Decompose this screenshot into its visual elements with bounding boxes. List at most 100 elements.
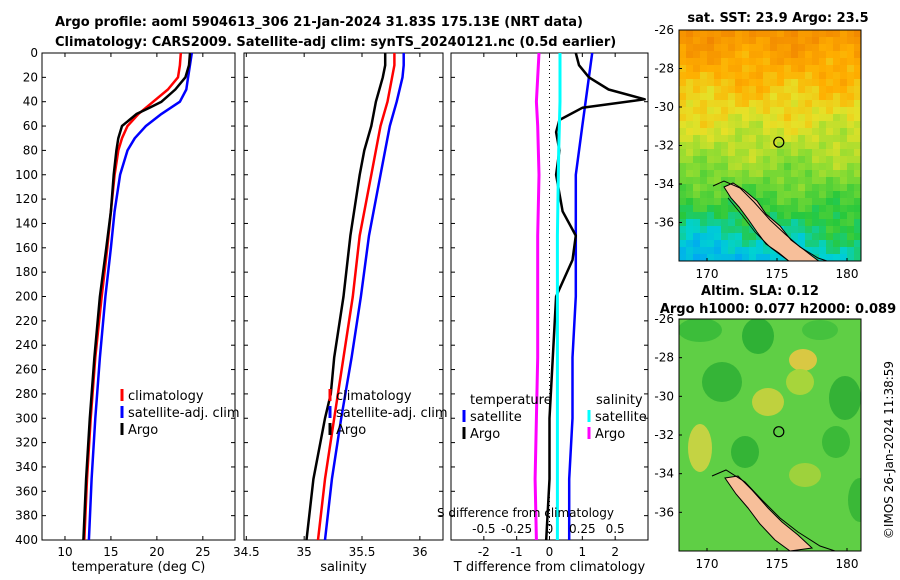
sst-cell	[798, 100, 805, 107]
sst-cell	[700, 58, 707, 65]
sst-cell	[763, 170, 770, 177]
sst-cell	[805, 170, 812, 177]
sst-cell	[714, 184, 721, 191]
sst-cell	[707, 128, 714, 135]
sst-cell	[728, 72, 735, 79]
sst-cell	[735, 156, 742, 163]
sst-cell	[714, 226, 721, 233]
sst-cell	[700, 93, 707, 100]
sst-cell	[714, 86, 721, 93]
sst-cell	[805, 198, 812, 205]
sst-cell	[700, 212, 707, 219]
sst-cell	[742, 72, 749, 79]
sst-cell	[714, 219, 721, 226]
legend-label: Argo	[595, 427, 625, 442]
sst-cell	[854, 65, 861, 72]
sst-cell	[840, 107, 847, 114]
sst-cell	[791, 37, 798, 44]
sst-cell	[819, 191, 826, 198]
sst-cell	[693, 233, 700, 240]
sst-cell	[735, 135, 742, 142]
sst-cell	[728, 44, 735, 51]
sst-cell	[749, 107, 756, 114]
sst-cell	[735, 100, 742, 107]
sst-cell	[749, 254, 756, 261]
sst-cell	[847, 30, 854, 37]
sst-cell	[854, 191, 861, 198]
sst-cell	[777, 184, 784, 191]
sst-cell	[812, 247, 819, 254]
y-tick-label: 120	[15, 192, 38, 206]
sst-cell	[784, 205, 791, 212]
sst-cell	[721, 142, 728, 149]
sst-cell	[812, 205, 819, 212]
sst-cell	[742, 114, 749, 121]
legend-label: Argo	[470, 427, 500, 442]
sst-cell	[840, 219, 847, 226]
sst-cell	[749, 163, 756, 170]
sst-cell	[763, 72, 770, 79]
sst-cell	[854, 44, 861, 51]
sst-cell	[812, 177, 819, 184]
sst-cell	[721, 51, 728, 58]
sst-cell	[840, 79, 847, 86]
legend-label: Argo	[336, 423, 366, 438]
sst-cell	[749, 65, 756, 72]
sst-cell	[826, 79, 833, 86]
sst-cell	[798, 58, 805, 65]
map-y-tick-label: -34	[654, 467, 674, 481]
sst-cell	[714, 128, 721, 135]
sst-cell	[784, 219, 791, 226]
sst-cell	[700, 44, 707, 51]
sst-cell	[777, 86, 784, 93]
sst-cell	[749, 93, 756, 100]
sst-cell	[679, 121, 686, 128]
sst-cell	[833, 51, 840, 58]
sst-cell	[679, 72, 686, 79]
sst-cell	[714, 100, 721, 107]
sst-cell	[833, 86, 840, 93]
sst-cell	[770, 121, 777, 128]
sst-cell	[791, 72, 798, 79]
sst-cell	[840, 163, 847, 170]
sst-cell	[756, 37, 763, 44]
sst-cell	[679, 30, 686, 37]
sst-cell	[728, 219, 735, 226]
sst-cell	[707, 51, 714, 58]
sst-cell	[812, 107, 819, 114]
sst-cell	[679, 191, 686, 198]
sst-cell	[679, 212, 686, 219]
sst-cell	[770, 93, 777, 100]
legend-label: Argo	[128, 423, 158, 438]
sst-cell	[679, 149, 686, 156]
sst-cell	[735, 226, 742, 233]
sst-cell	[819, 233, 826, 240]
sst-cell	[840, 240, 847, 247]
sst-cell	[847, 142, 854, 149]
sst-cell	[693, 247, 700, 254]
sst-cell	[700, 100, 707, 107]
sst-cell	[679, 156, 686, 163]
sst-cell	[728, 121, 735, 128]
sst-cell	[826, 121, 833, 128]
x-axis-label: salinity	[320, 560, 367, 575]
sst-cell	[784, 184, 791, 191]
sst-cell	[686, 114, 693, 121]
sst-cell	[700, 247, 707, 254]
sst-cell	[721, 30, 728, 37]
sst-cell	[840, 128, 847, 135]
sst-cell	[812, 58, 819, 65]
sst-cell	[735, 30, 742, 37]
sst-cell	[819, 107, 826, 114]
sst-cell	[756, 93, 763, 100]
sst-cell	[742, 149, 749, 156]
sst-cell	[679, 205, 686, 212]
sst-cell	[833, 30, 840, 37]
sst-cell	[777, 114, 784, 121]
sst-cell	[770, 163, 777, 170]
sst-cell	[749, 44, 756, 51]
sst-cell	[742, 128, 749, 135]
sst-cell	[749, 58, 756, 65]
map-y-tick-label: -32	[654, 139, 674, 153]
sst-cell	[707, 170, 714, 177]
